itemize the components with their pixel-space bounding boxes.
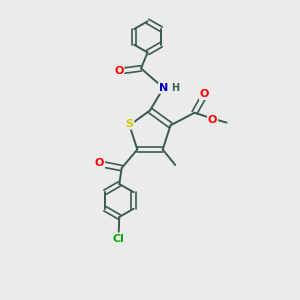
Text: O: O xyxy=(95,158,104,168)
Text: O: O xyxy=(114,66,124,76)
Text: Cl: Cl xyxy=(113,234,124,244)
Text: S: S xyxy=(125,119,134,129)
Text: O: O xyxy=(200,89,209,99)
Text: N: N xyxy=(159,83,168,93)
Text: H: H xyxy=(171,83,179,93)
Text: O: O xyxy=(208,115,217,124)
